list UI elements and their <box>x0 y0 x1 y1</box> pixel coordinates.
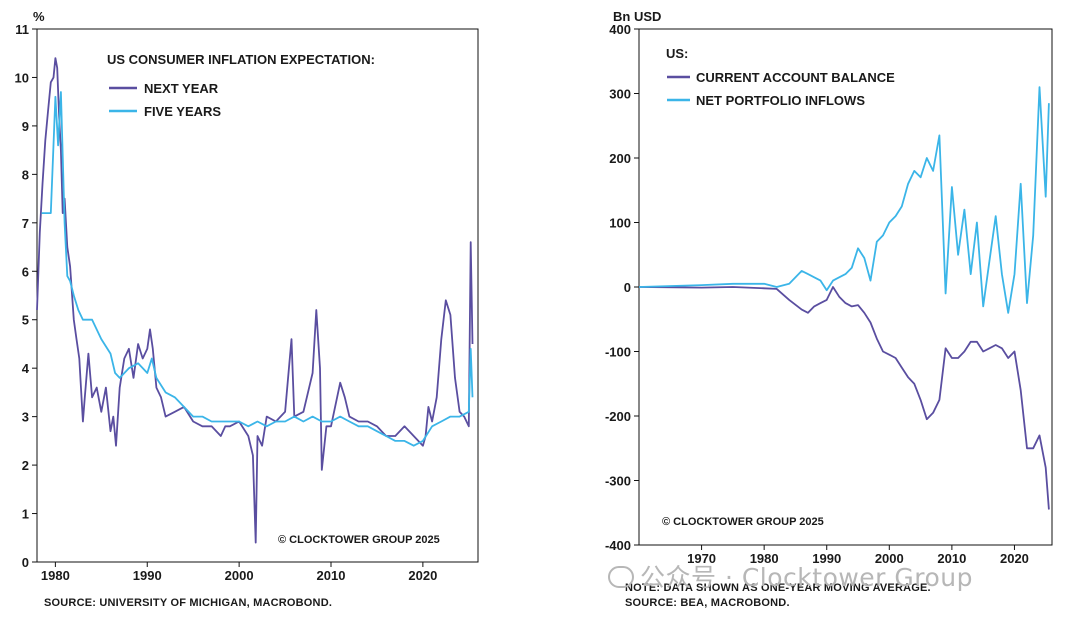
x-tick-label: 1990 <box>812 551 841 566</box>
watermark: 公众号 · Clocktower Group <box>608 558 973 594</box>
y-tick-label: 2 <box>22 458 29 473</box>
y-tick-label: -100 <box>605 345 631 360</box>
inflation-expectation-chart: % US CONSUMER INFLATION EXPECTATION: NEX… <box>15 9 479 583</box>
y-tick-label: 10 <box>15 70 29 85</box>
x-tick-label: 2000 <box>875 551 904 566</box>
legend-label-net-portfolio: NET PORTFOLIO INFLOWS <box>696 93 865 108</box>
wechat-icon <box>608 566 634 588</box>
axes: 400 300 200 100 0 -100 -200 -300 -400 1970 1980 199… <box>605 22 1029 566</box>
y-tick-label: 9 <box>22 119 29 134</box>
copyright-note: © CLOCKTOWER GROUP 2025 <box>278 534 440 546</box>
chart-title: US: <box>666 46 688 61</box>
y-axis-unit: Bn USD <box>613 9 661 24</box>
y-tick-label: 1 <box>22 507 29 522</box>
series-line-current-account-balance <box>638 286 1050 510</box>
series-lines <box>36 57 474 544</box>
axes: 0 1 2 3 4 5 6 7 8 9 10 11 1980 1990 2000 2010 2020 <box>15 22 438 583</box>
legend-label-current-account: CURRENT ACCOUNT BALANCE <box>696 70 895 85</box>
chart-title: US CONSUMER INFLATION EXPECTATION: <box>107 52 375 67</box>
watermark-text: 公众号 · Clocktower Group <box>640 563 974 592</box>
y-tick-label: 0 <box>624 280 631 295</box>
y-tick-label: 300 <box>609 87 631 102</box>
source-right: SOURCE: BEA, MACROBOND. <box>625 597 790 609</box>
legend-label-five-years: FIVE YEARS <box>144 104 221 119</box>
current-account-chart: Bn USD US: CURRENT ACCOUNT BALANCE NET P… <box>605 9 1053 566</box>
x-tick-label: 2010 <box>317 568 346 583</box>
note-right: NOTE: DATA SHOWN AS ONE-YEAR MOVING AVER… <box>625 582 931 594</box>
y-tick-label: 7 <box>22 216 29 231</box>
x-tick-label: 2020 <box>408 568 437 583</box>
y-tick-label: 100 <box>609 216 631 231</box>
y-axis-unit: % <box>33 9 45 24</box>
legend-label-next-year: NEXT YEAR <box>144 81 219 96</box>
x-tick-label: 2020 <box>1000 551 1029 566</box>
x-tick-label: 1980 <box>750 551 779 566</box>
x-tick-label: 1970 <box>687 551 716 566</box>
y-tick-label: 8 <box>22 167 29 182</box>
y-tick-label: 0 <box>22 555 29 570</box>
x-tick-label: 1990 <box>133 568 162 583</box>
series-line-next-year <box>36 57 474 544</box>
y-tick-label: 400 <box>609 22 631 37</box>
y-tick-label: 4 <box>22 361 30 376</box>
x-tick-label: 2010 <box>937 551 966 566</box>
series-line-five-years <box>41 91 474 447</box>
copyright-note: © CLOCKTOWER GROUP 2025 <box>662 516 824 528</box>
y-tick-label: 3 <box>22 410 29 425</box>
y-tick-label: -200 <box>605 409 631 424</box>
x-tick-label: 1980 <box>41 568 70 583</box>
x-tick-label: 2000 <box>225 568 254 583</box>
y-tick-label: -300 <box>605 474 631 489</box>
y-tick-label: 6 <box>22 264 29 279</box>
y-tick-label: 200 <box>609 151 631 166</box>
series-line-net-portfolio-inflows <box>638 86 1050 314</box>
y-tick-label: -400 <box>605 538 631 553</box>
source-left: SOURCE: UNIVERSITY OF MICHIGAN, MACROBON… <box>44 597 333 609</box>
y-tick-label: 5 <box>22 313 29 328</box>
y-tick-label: 11 <box>15 22 29 37</box>
series-lines <box>638 86 1050 510</box>
